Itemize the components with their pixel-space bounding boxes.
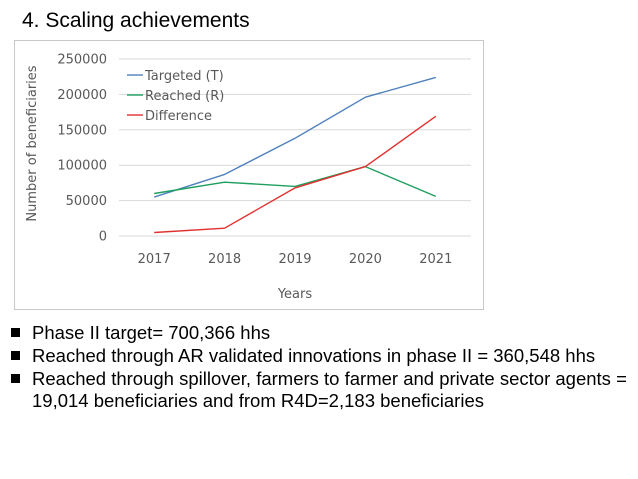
x-axis-title: Years xyxy=(277,287,313,302)
y-tick-label: 200000 xyxy=(57,88,107,103)
y-tick-label: 0 xyxy=(99,230,107,245)
bullet-item: Phase II target= 700,366 hhs xyxy=(8,322,628,344)
x-tick-label: 2019 xyxy=(278,252,311,267)
y-tick-label: 100000 xyxy=(57,159,107,174)
series-line xyxy=(153,76,436,198)
legend-label: Reached (R) xyxy=(145,89,224,104)
legend-label: Difference xyxy=(145,109,212,124)
bullet-list: Phase II target= 700,366 hhs Reached thr… xyxy=(8,322,628,413)
square-bullet-icon xyxy=(11,328,20,337)
y-tick-label: 50000 xyxy=(66,194,107,209)
bullet-text: Reached through AR validated innovations… xyxy=(32,345,596,366)
bullet-text: Phase II target= 700,366 hhs xyxy=(32,322,271,343)
y-tick-label: 250000 xyxy=(57,53,107,68)
chart-canvas: 0 50000 100000 150000 200000 250000 2017 2018 20… xyxy=(25,53,471,302)
bullet-item: Reached through spillover, farmers to fa… xyxy=(8,368,628,412)
x-tick-label: 2021 xyxy=(419,252,452,267)
square-bullet-icon xyxy=(11,351,20,360)
line-chart: 0 50000 100000 150000 200000 250000 2017 2018 20… xyxy=(14,40,484,310)
x-tick-label: 2017 xyxy=(138,252,171,267)
y-axis-title: Number of beneficiaries xyxy=(25,65,40,221)
bullet-text: Reached through spillover, farmers to fa… xyxy=(32,368,627,411)
series-line xyxy=(154,115,437,234)
bullet-item: Reached through AR validated innovations… xyxy=(8,345,628,367)
x-tick-label: 2020 xyxy=(349,252,382,267)
slide-title: 4. Scaling achievements xyxy=(22,9,250,32)
legend-label: Targeted (T) xyxy=(144,69,224,84)
square-bullet-icon xyxy=(11,374,20,383)
x-tick-label: 2018 xyxy=(208,252,241,267)
series-line xyxy=(154,165,437,198)
y-tick-label: 150000 xyxy=(57,123,107,138)
